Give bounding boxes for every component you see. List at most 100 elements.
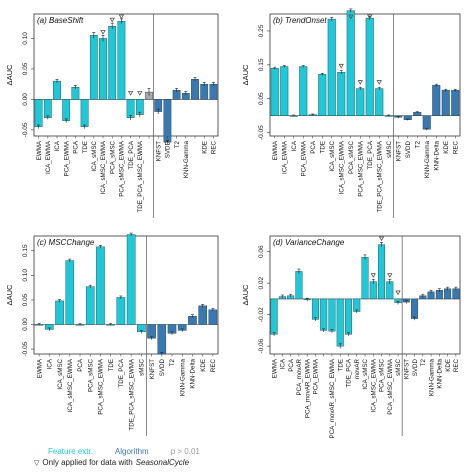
x-tick-label: PCA_sMSC — [379, 358, 386, 392]
bar — [344, 298, 352, 335]
y-axis-label: ΔAUC — [5, 64, 14, 85]
x-tick-label: PCA_sMSC — [87, 358, 94, 392]
legend-algorithm: Algorithm — [114, 447, 149, 456]
x-tick-label: EWMA — [272, 140, 279, 160]
y-tick-label: -0.05 — [258, 125, 265, 140]
x-tick-label: PCA_movAR_sMSC_EWMA — [329, 358, 336, 438]
x-tick-label: ICA_sMSC_EWMA — [338, 140, 345, 194]
bar — [147, 324, 156, 339]
x-tick-label: PCA_sMSC — [348, 140, 355, 174]
bar — [346, 10, 355, 116]
seasonal-marker-icon: ▽ — [34, 459, 40, 467]
x-tick-label: ICA_sMSC_EWMA — [370, 358, 377, 412]
y-tick-label: 0.02 — [258, 276, 265, 289]
bar — [126, 99, 135, 118]
bar — [311, 298, 319, 320]
bar — [441, 90, 450, 116]
bar — [34, 99, 43, 128]
y-tick-label: 0.00 — [22, 93, 29, 106]
x-tick-label: movAR — [354, 358, 361, 379]
y-axis-label: ΔAUC — [5, 284, 14, 305]
bar — [411, 298, 419, 319]
x-tick-label: PCA_sMSC_EWMA — [357, 140, 364, 197]
bar — [270, 68, 279, 116]
x-tick-label: KNN-Gamma — [183, 140, 190, 178]
x-tick-label: PCA_EWMA — [300, 140, 307, 176]
x-tick-label: KNFST — [155, 141, 162, 162]
x-tick-label: ICA — [291, 140, 298, 151]
y-tick-label: 0.00 — [22, 318, 29, 331]
x-tick-label: PCA — [73, 140, 80, 154]
bar — [320, 298, 328, 331]
x-tick-label: T2 — [174, 140, 181, 148]
x-tick-label: TDE — [108, 359, 115, 371]
x-tick-label: SVDD — [165, 140, 172, 158]
plot-frame — [33, 235, 219, 355]
x-tick-label: KDE — [200, 359, 207, 372]
x-tick-label: REC — [452, 140, 459, 154]
bar — [295, 271, 303, 300]
legend: Feature extr. Algorithm p > 0.01 ▽ Only … — [34, 446, 348, 468]
bar — [327, 18, 336, 116]
x-tick-label: KNN-Delta — [437, 358, 444, 388]
bar — [89, 35, 98, 100]
bar — [299, 66, 308, 116]
x-tick-label: TDE_PCA — [367, 140, 374, 169]
y-tick-label: 0.15 — [258, 58, 265, 71]
seasonal-marker — [357, 80, 363, 85]
chart-panel: (d) VarianceChange ΔAUC -0.06 -0.02 0.02 0.06… — [241, 235, 461, 438]
x-tick-label: PCA — [310, 140, 317, 154]
bar — [116, 297, 126, 325]
x-tick-label: KNN-Delta — [190, 358, 197, 388]
x-tick-label: ICA_EWMA — [45, 140, 52, 174]
x-tick-label: REC — [453, 358, 460, 372]
y-tick-label: 0.10 — [22, 32, 29, 45]
seasonal-marker — [338, 63, 344, 69]
y-tick-label: -0.05 — [22, 122, 29, 137]
x-tick-label: KNN-Gamma — [428, 358, 435, 396]
x-tick-label: ICA — [47, 358, 54, 369]
x-tick-label: PCA_movAR — [296, 358, 303, 395]
bar — [80, 99, 89, 128]
bar — [361, 257, 369, 300]
x-tick-label: sMSC — [139, 358, 146, 375]
x-tick-label: PCA — [288, 358, 295, 372]
legend-pvalue: p > 0.01 — [170, 447, 200, 456]
seasonal-marker — [370, 273, 376, 278]
x-tick-label: REC — [210, 358, 217, 372]
x-tick-label: KNN-Delta — [433, 140, 440, 170]
x-tick-label: SVDD — [412, 358, 419, 376]
y-tick-label: -0.02 — [258, 307, 265, 322]
seasonal-marker — [348, 14, 354, 20]
x-tick-label: ICA_sMSC — [91, 140, 98, 171]
seasonal-marker — [127, 91, 134, 96]
x-tick-label: TDE — [319, 141, 326, 153]
x-tick-label: ICA — [54, 140, 61, 151]
legend-note-emphasis: SeasonalCycle — [135, 458, 190, 467]
x-tick-label: TDE_PCA_sMSC_EWMA — [128, 358, 135, 430]
x-tick-label: ICA_sMSC — [57, 358, 64, 389]
bar — [53, 80, 61, 100]
y-axis-label: ΔAUC — [241, 284, 250, 305]
bar — [85, 286, 95, 325]
bar — [208, 309, 218, 325]
bar — [209, 83, 218, 100]
bar — [62, 99, 71, 121]
x-tick-label: SVDD — [405, 140, 412, 158]
bar — [422, 115, 431, 130]
x-tick-label: PCA_sMSC_EWMA — [98, 358, 105, 415]
y-axis-label: ΔAUC — [241, 64, 250, 85]
y-tick-label: 0.05 — [22, 293, 29, 306]
x-tick-label: ICA_sMSC — [329, 140, 336, 171]
x-tick-label: PCA_sMSC_EWMA — [119, 140, 126, 197]
y-tick-label: 0.05 — [258, 92, 265, 105]
y-tick-label: -0.06 — [258, 338, 265, 353]
bar — [328, 298, 336, 332]
bar — [337, 72, 346, 116]
x-tick-label: KDE — [443, 141, 450, 154]
panel-title: (b) TrendOnset — [273, 16, 327, 25]
bar — [108, 26, 117, 100]
bar — [198, 305, 207, 325]
x-tick-label: TDE_PCA — [128, 140, 135, 169]
